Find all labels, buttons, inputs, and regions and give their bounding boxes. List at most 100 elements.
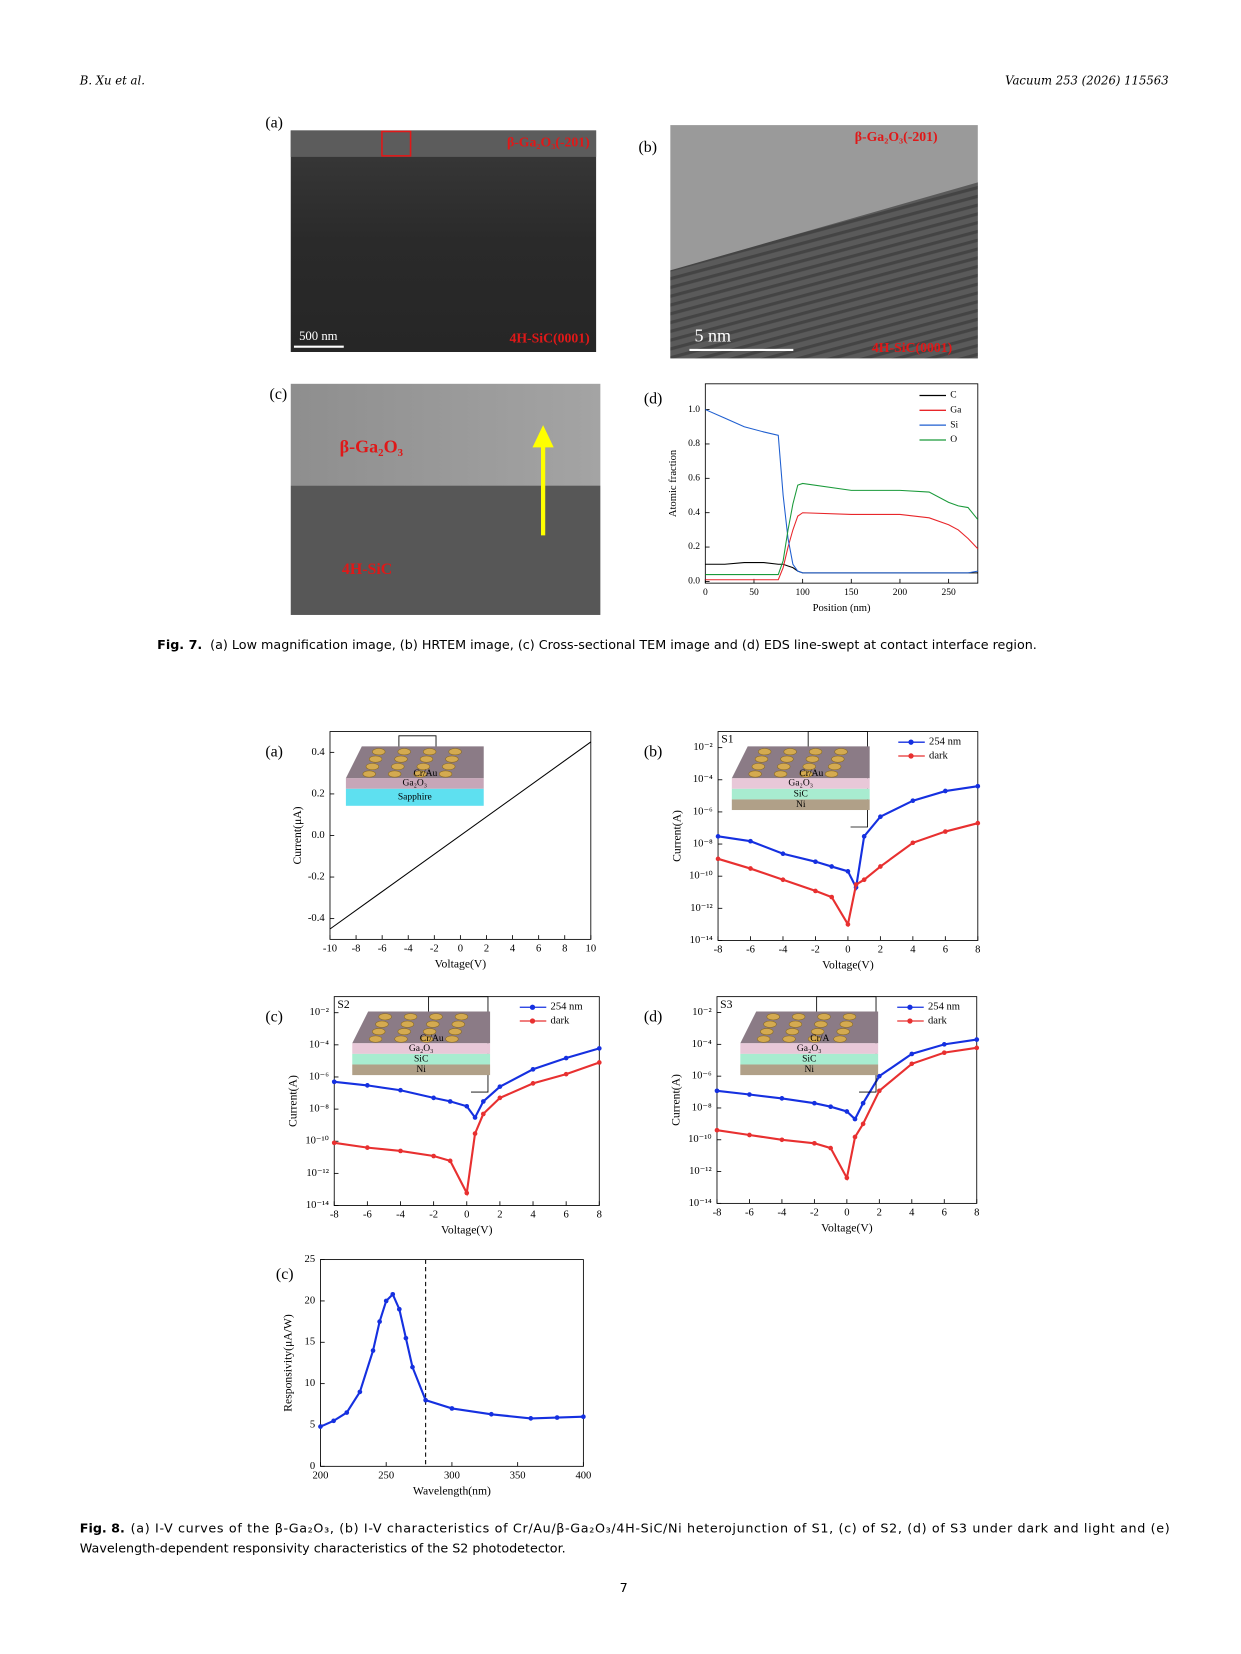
y-tick-label: 10⁻⁸ xyxy=(309,1104,329,1115)
electrode xyxy=(365,763,380,771)
x-tick-label: 0 xyxy=(458,943,463,954)
film-region xyxy=(290,383,601,486)
marker xyxy=(877,1073,882,1079)
marker xyxy=(878,814,883,820)
marker xyxy=(828,1145,833,1151)
electrode xyxy=(391,763,405,771)
layer xyxy=(345,788,484,806)
electrode xyxy=(791,1013,806,1021)
marker xyxy=(812,1100,817,1106)
electrode xyxy=(426,1020,440,1028)
y-tick-label: 10⁻² xyxy=(310,1007,329,1018)
y-tick-label: 1.0 xyxy=(688,404,700,415)
marker xyxy=(497,1084,503,1089)
electrode xyxy=(368,755,383,763)
marker xyxy=(845,869,851,874)
y-tick-label: 0.2 xyxy=(311,788,324,799)
marker xyxy=(748,866,753,871)
electrode xyxy=(448,1028,462,1036)
marker xyxy=(403,1335,409,1341)
marker xyxy=(845,922,851,927)
legend-label: O xyxy=(950,434,957,445)
legend-label: dark xyxy=(929,750,949,761)
marker xyxy=(715,856,721,862)
marker xyxy=(370,1348,376,1353)
x-axis-label: Voltage(V) xyxy=(821,1222,873,1235)
marker xyxy=(714,1088,720,1094)
marker xyxy=(383,1298,389,1304)
x-tick-label: 6 xyxy=(564,1209,569,1220)
layer xyxy=(740,1053,879,1065)
panel-label: (c) xyxy=(270,386,288,403)
circuit-wire xyxy=(816,996,877,1093)
legend-label: 254 nm xyxy=(551,1002,584,1013)
plot-frame xyxy=(704,383,979,584)
y-tick-label: 10⁻¹⁰ xyxy=(689,870,713,882)
marker xyxy=(581,1414,586,1420)
electrode xyxy=(788,1020,803,1028)
panel-label: (b) xyxy=(644,743,663,760)
y-tick-label: 10⁻¹⁰ xyxy=(688,1133,712,1145)
y-tick-label: 10⁻¹² xyxy=(689,1166,712,1177)
y-tick-label: 0.4 xyxy=(688,507,700,518)
marker xyxy=(975,783,981,789)
series-line xyxy=(329,741,592,930)
marker xyxy=(941,1042,947,1047)
scale-bar-label: 5 nm xyxy=(694,325,731,345)
x-tick-label: 4 xyxy=(530,1209,536,1220)
electrode xyxy=(834,748,848,756)
electrode xyxy=(780,755,794,763)
marker xyxy=(431,1153,436,1159)
marker xyxy=(748,838,753,844)
y-tick-label: 0.2 xyxy=(688,541,700,552)
series-line xyxy=(717,785,978,891)
y-axis-label: Atomic fraction xyxy=(668,449,679,517)
layer xyxy=(345,778,484,789)
marker xyxy=(410,1364,415,1370)
electrode xyxy=(758,748,772,756)
marker xyxy=(779,1137,785,1143)
electrode xyxy=(419,755,434,763)
electrode xyxy=(802,763,816,771)
marker xyxy=(318,1424,323,1429)
marker xyxy=(497,1095,503,1101)
layer xyxy=(731,778,870,789)
electrode xyxy=(763,1020,777,1028)
marker xyxy=(779,1096,785,1101)
x-tick-label: 6 xyxy=(536,943,541,954)
marker xyxy=(909,1051,915,1057)
x-tick-label: 300 xyxy=(444,1470,460,1481)
electrode xyxy=(836,1028,850,1036)
marker xyxy=(480,1111,486,1117)
marker xyxy=(563,1055,569,1061)
y-tick-label: 10⁻⁸ xyxy=(693,838,713,849)
tem-image xyxy=(290,130,597,353)
y-tick-label: 10⁻² xyxy=(692,1007,711,1018)
electrode xyxy=(808,748,823,756)
x-tick-label: -6 xyxy=(378,943,387,954)
substrate-region xyxy=(290,485,601,615)
electrode xyxy=(799,770,813,778)
marker xyxy=(829,864,835,869)
y-tick-label: 0.6 xyxy=(688,473,700,484)
x-tick-label: 8 xyxy=(975,944,980,955)
annotation: β-Ga₂O₃(-201) xyxy=(855,129,938,145)
x-tick-label: 50 xyxy=(749,587,759,598)
electrode xyxy=(403,1013,418,1021)
electrode xyxy=(448,748,462,756)
electrode xyxy=(419,1035,434,1043)
x-tick-label: -6 xyxy=(363,1209,372,1220)
legend-label: dark xyxy=(928,1015,948,1026)
electrode xyxy=(394,755,408,763)
y-tick-label: 0.4 xyxy=(311,747,325,758)
electrode xyxy=(833,1035,847,1043)
running-authors: B. Xu et al. xyxy=(79,74,145,88)
marker xyxy=(472,1115,478,1120)
x-tick-label: 8 xyxy=(974,1207,979,1218)
marker xyxy=(331,1140,337,1146)
x-tick-label: -2 xyxy=(429,1209,438,1220)
electrode xyxy=(397,748,411,756)
legend-marker xyxy=(529,1004,536,1010)
